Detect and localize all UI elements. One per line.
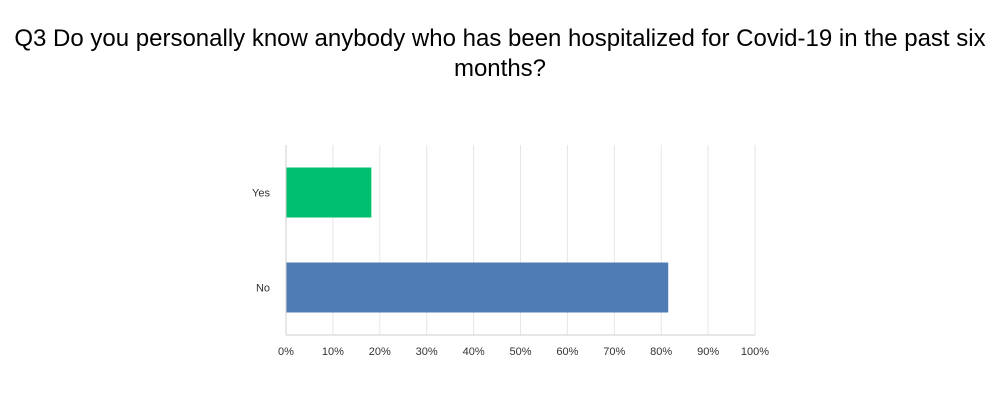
bar-yes	[286, 167, 372, 218]
x-tick-label: 100%	[741, 346, 769, 358]
x-tick-label: 10%	[322, 346, 344, 358]
x-tick-label: 60%	[556, 346, 578, 358]
category-label: No	[256, 283, 270, 295]
labels: 0% 10% 20% 30% 40% 50% 60% 70% 80% 90% 100% Yes No	[252, 188, 769, 359]
x-tick-label: 90%	[697, 346, 719, 358]
bars	[286, 167, 669, 313]
x-tick-label: 0%	[278, 346, 294, 358]
axes	[285, 145, 755, 336]
chart-title: Q3 Do you personally know anybody who ha…	[14, 25, 986, 82]
x-tick-label: 80%	[650, 346, 672, 358]
x-tick-label: 30%	[416, 346, 438, 358]
x-tick-label: 70%	[603, 346, 625, 358]
x-tick-label: 20%	[369, 346, 391, 358]
category-label: Yes	[252, 188, 270, 200]
bar-no	[286, 262, 669, 313]
x-tick-label: 40%	[463, 346, 485, 358]
x-tick-label: 50%	[509, 346, 531, 358]
